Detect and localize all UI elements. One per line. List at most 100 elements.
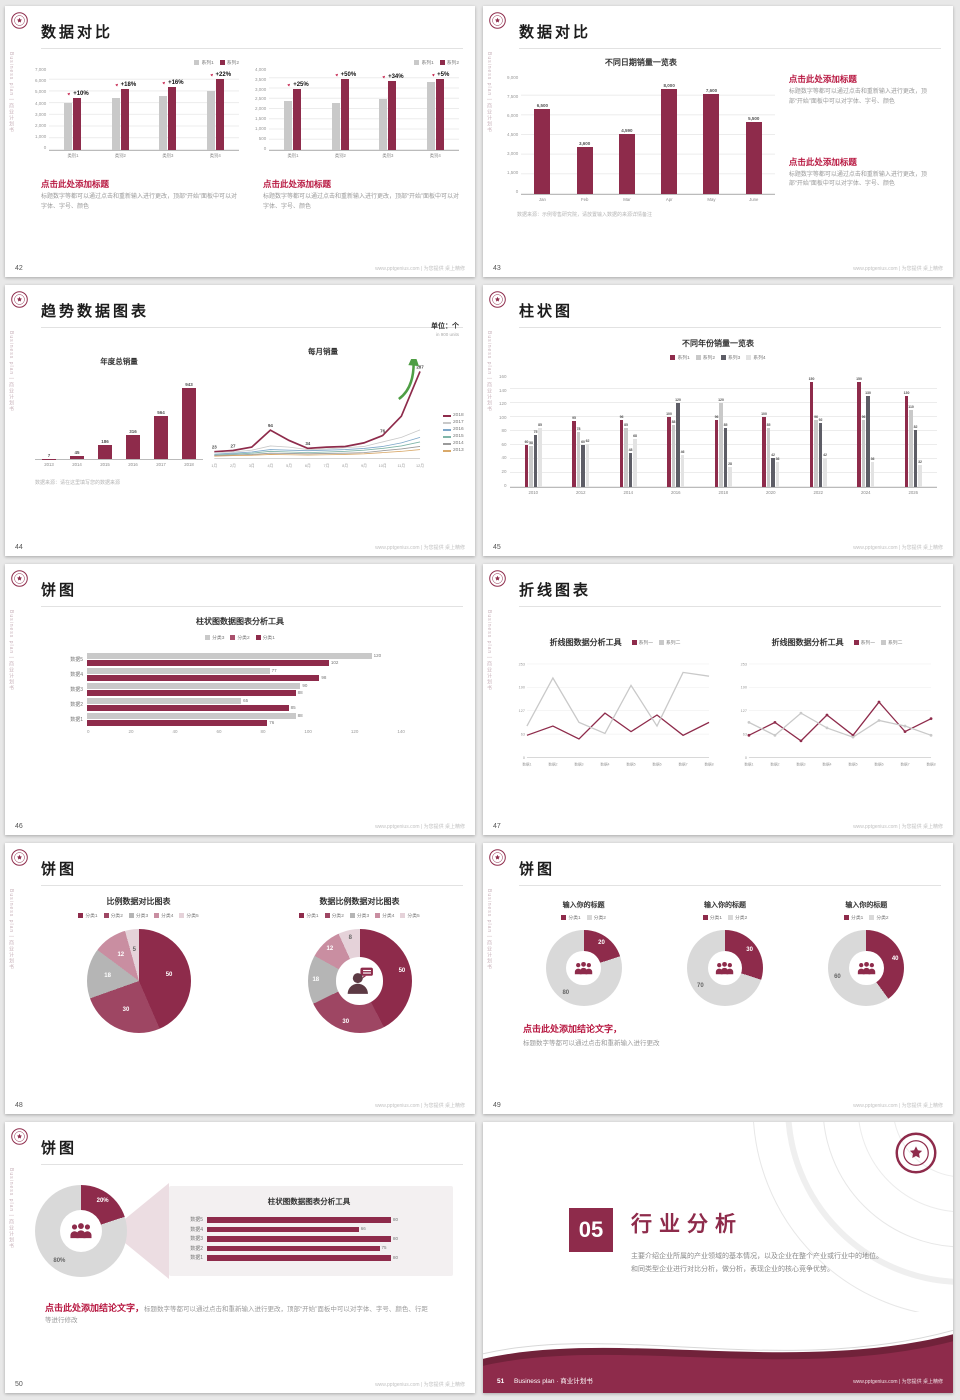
title-divider xyxy=(41,327,463,328)
y-axis: 7,000 6,000 5,000 4,000 3,000 2,000 1,000 0 xyxy=(35,67,49,151)
legend-swatch xyxy=(349,913,355,918)
slide-title: 数据对比 xyxy=(41,24,114,41)
slice-value-label: 50 xyxy=(165,971,173,978)
bar-value-label: 96 xyxy=(814,414,818,419)
bar-group: 316 xyxy=(119,383,147,460)
bar: 80 xyxy=(207,1236,398,1242)
chart-title: 折线图数据分析工具 xyxy=(771,638,844,647)
legend-swatch xyxy=(727,915,733,920)
donut-hole xyxy=(59,1209,103,1253)
plot-area: 6,500 3,600 4,590 8,000 7,600 5,500 xyxy=(521,76,775,195)
y-tick-label: 60 xyxy=(501,441,507,447)
legend-item: 分类2 xyxy=(103,912,123,919)
bar-value-label: 98 xyxy=(321,674,327,680)
y-axis: 9,000 7,500 6,000 4,500 3,000 1,500 0 xyxy=(507,75,521,195)
seal-svg xyxy=(11,291,28,308)
bar-row: 数据5 80 xyxy=(181,1216,437,1224)
legend-label: 分类2 xyxy=(237,636,250,641)
university-seal-icon xyxy=(489,291,506,308)
slide-43-data-comparison[interactable]: Business plan | 商业计划书 数据对比 不同日期销量一览表 9,0… xyxy=(483,6,953,277)
bar-row: 数据1 80 xyxy=(181,1254,437,1262)
chart-title: 输入你的标题 xyxy=(562,902,605,909)
bar: 85 xyxy=(538,423,542,487)
bar-group: 150 96 92 42 xyxy=(795,375,843,487)
x-category-label: 2016 xyxy=(670,490,681,495)
bar-value-label: 943 xyxy=(185,381,193,387)
chart-legend: 系列一 系列二 xyxy=(631,639,680,646)
title-divider xyxy=(41,48,463,49)
legend-line-swatch xyxy=(443,449,451,452)
legend-label: 系列1 xyxy=(201,60,214,66)
slide-48-pie-charts[interactable]: Business plan | 商业计划书 饼图 比例数据对比图表 分类1 分类2… xyxy=(5,843,475,1114)
bar xyxy=(64,103,73,150)
slide-49-donut-charts[interactable]: Business plan | 商业计划书 饼图 输入你的标题 分类1 分类2 2… xyxy=(483,843,953,1114)
bar-group: +16% xyxy=(144,68,191,150)
bar-group: +22% xyxy=(192,68,239,150)
slice-value-label: 18 xyxy=(104,973,111,980)
bar: 65 xyxy=(87,698,248,704)
slide-46-hbar-chart[interactable]: Business plan | 商业计划书 饼图 柱状图数据图表分析工具 分类3… xyxy=(5,564,475,835)
x-tick-label: 数据5 xyxy=(626,761,635,766)
section-number: 05 xyxy=(569,1208,613,1252)
bar-value-label: 82 xyxy=(913,424,918,429)
section-header: 05 行业分析 主要介绍企业所属的产业领域的基本情况，以及企业在整个产业或行业中… xyxy=(569,1208,883,1277)
legend-swatch xyxy=(439,59,445,65)
legend-item: 分类2 xyxy=(586,914,606,921)
bar: 77 xyxy=(87,668,277,674)
people-icon xyxy=(574,961,593,975)
slide-42-data-comparison[interactable]: Business plan | 商业计划书 数据对比 系列1 系列2 7,000 6… xyxy=(5,6,475,277)
x-tick-label: 9月 xyxy=(361,463,367,468)
bar: 130 xyxy=(904,391,909,487)
bar-value-label: 6,500 xyxy=(536,102,549,108)
slide-title: 折线图表 xyxy=(519,582,592,599)
bar: 60 xyxy=(581,440,585,487)
slide-47-line-charts[interactable]: Business plan | 商业计划书 折线图表 折线图数据分析工具 系列一… xyxy=(483,564,953,835)
footer-watermark: www.pptgenius.com | 为您提供 桌上精修 xyxy=(375,1382,465,1388)
line-series xyxy=(748,712,932,738)
bar-value-label: 96 xyxy=(714,414,719,419)
donut-chart-block: 数据比例数据对比图表 分类1 分类2 分类3 分类4 分类5 50 30 18 12 8 xyxy=(266,896,453,1033)
slide-44-trend-charts[interactable]: Business plan | 商业计划书 趋势数据图表 单位：个 in 900… xyxy=(5,285,475,556)
legend-label: 系列4 xyxy=(753,356,766,361)
slice-value-label: 5 xyxy=(132,947,136,954)
text-block-body: 标题数字等都可以通过点击和重新输入进行更改，顶部“开始”面板中可以对字体、字号、… xyxy=(788,171,927,188)
legend-label: 2014 xyxy=(453,441,464,447)
x-category-label: 类别4 xyxy=(209,153,221,158)
footer-watermark: www.pptgenius.com | 为您提供 桌上精修 xyxy=(853,545,943,551)
bar-panel: 柱状图数据图表分析工具 数据5 80 数据4 66 数据3 80 数据2 75 数据1 80 xyxy=(169,1186,453,1276)
bar: 90 xyxy=(87,683,307,689)
bar-group: 96 120 85 28 xyxy=(700,375,748,487)
y-tick-label: 140 xyxy=(499,387,507,393)
bar: +5% xyxy=(435,72,449,150)
university-seal-icon xyxy=(489,849,506,866)
plot-area: +10% +18% +16% +22% xyxy=(49,68,239,151)
page-number: 43 xyxy=(493,265,501,272)
y-category-label: 数据5 xyxy=(70,656,83,663)
slide-51-section-divider[interactable]: 05 行业分析 主要介绍企业所属的产业领域的基本情况，以及企业在整个产业或行业中… xyxy=(483,1122,953,1393)
bar: 36 xyxy=(871,457,874,487)
bar-group: 96 85 48 68 xyxy=(605,375,653,487)
y-tick-label: 0 xyxy=(43,145,47,151)
legend-swatch xyxy=(869,915,875,920)
legend-item: 分类4 xyxy=(154,912,173,919)
x-category-label: 类别4 xyxy=(429,153,441,158)
chart-legend: 系列一 系列二 xyxy=(853,639,902,646)
text-blocks: 点击此处添加标题 标题数字等都可以通过点击和重新输入进行更改，顶部“开始”面板中… xyxy=(41,178,459,212)
bar: 66 xyxy=(207,1226,366,1232)
side-watermark: Business plan | 商业计划书 xyxy=(486,331,492,413)
bar-value-label: +16% xyxy=(161,80,184,86)
legend-swatch xyxy=(154,913,160,918)
donut-hole xyxy=(335,957,384,1005)
bar-value-label: 5,500 xyxy=(748,115,760,121)
deck-label: Business plan · 商业计划书 xyxy=(514,1378,593,1385)
chart-legend: 分类1 分类2 xyxy=(844,914,889,921)
y-tick-label: 2,000 xyxy=(255,106,267,112)
slide-45-column-chart[interactable]: Business plan | 商业计划书 柱状图 不同年份销量一览表 系列1 系… xyxy=(483,285,953,556)
university-seal-icon xyxy=(11,849,28,866)
slide-50-donut-bar-combo[interactable]: Business plan | 商业计划书 饼图 20% 80% 柱状图数据图表分… xyxy=(5,1122,475,1393)
x-category-label: 类别2 xyxy=(334,153,346,158)
x-tick-label: 数据4 xyxy=(600,761,609,766)
legend-label: 系列1 xyxy=(421,60,434,66)
bar-group: 7,600 xyxy=(690,76,732,194)
